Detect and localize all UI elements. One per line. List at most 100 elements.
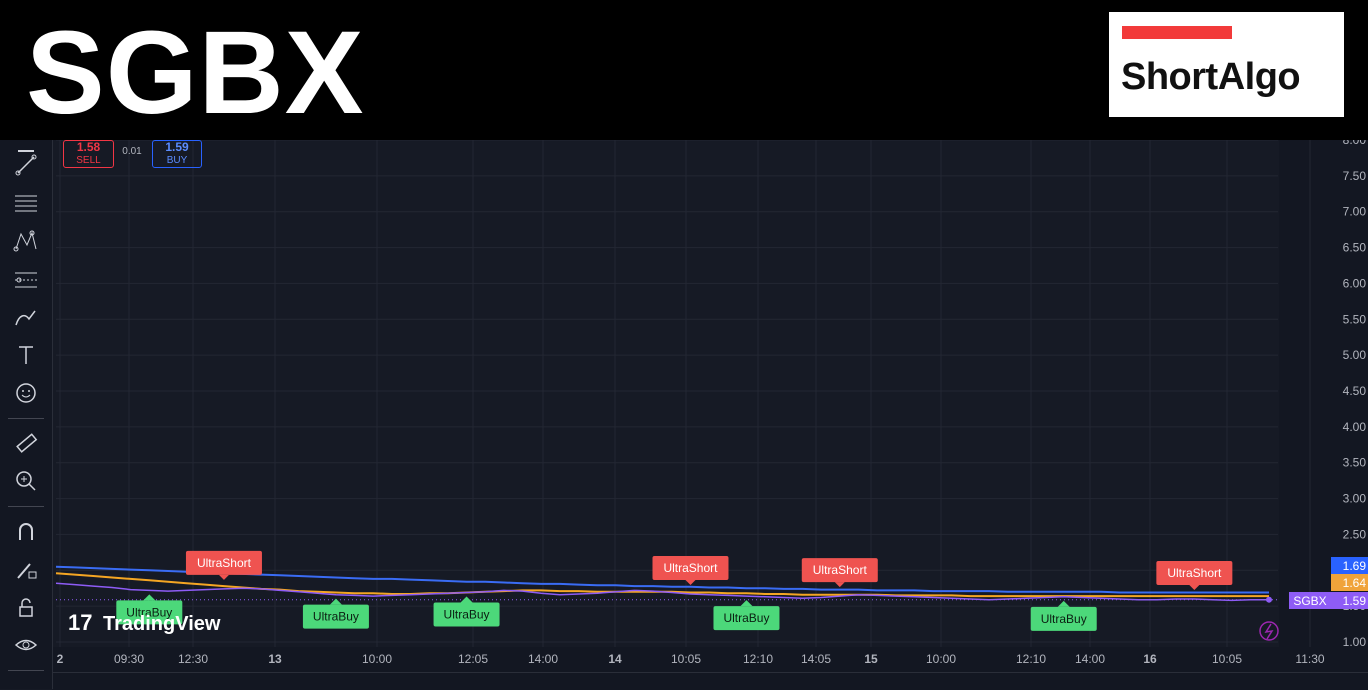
x-tick-label: 14:00 <box>1075 652 1105 666</box>
ultrabuy-marker <box>329 598 342 605</box>
symbol-tag-box <box>1289 592 1331 609</box>
buy-button[interactable]: 1.59 BUY <box>152 140 202 168</box>
price-chart[interactable]: 1.001.502.002.503.003.504.004.505.005.50… <box>53 140 1368 689</box>
x-tick-label: 2 <box>57 652 64 666</box>
zoom-in-icon[interactable] <box>8 466 44 496</box>
title-banner: SGBX ShortAlgo <box>0 0 1368 140</box>
ruler-icon[interactable] <box>8 428 44 458</box>
x-tick-label: 10:00 <box>362 652 392 666</box>
fib-icon[interactable] <box>8 188 44 218</box>
ultrashort-marker <box>685 579 696 585</box>
x-tick-label: 14 <box>608 652 622 666</box>
crosshair-icon[interactable] <box>8 136 44 166</box>
ultrashort-label: UltraShort <box>197 556 252 570</box>
plot-background <box>53 140 1368 689</box>
price-label-value: 1.59 <box>1343 594 1367 608</box>
ultrabuy-label-box <box>116 600 183 625</box>
ultrashort-label: UltraShort <box>663 561 718 575</box>
ultrabuy-label-box <box>1030 606 1097 631</box>
y-tick-label: 7.00 <box>1343 205 1367 219</box>
buy-price: 1.59 <box>165 140 189 154</box>
x-tick-label: 14:00 <box>528 652 558 666</box>
y-tick-label: 2.50 <box>1343 527 1367 541</box>
x-tick-label: 12:30 <box>178 652 208 666</box>
x-tick-label: 09:30 <box>114 652 144 666</box>
x-tick-label: 15 <box>864 652 878 666</box>
lock-icon[interactable] <box>8 593 44 623</box>
symbol-tag: SGBX <box>1293 594 1326 608</box>
ultrashort-marker <box>1189 584 1200 590</box>
eye-icon[interactable] <box>8 630 44 660</box>
tradingview-watermark: TradingView <box>103 613 221 635</box>
ultrabuy-label: UltraBuy <box>723 611 769 625</box>
y-tick-label: 5.50 <box>1343 312 1367 326</box>
y-tick-label: 8.00 <box>1343 140 1367 147</box>
y-tick-label: 6.50 <box>1343 241 1367 255</box>
x-tick-label: 11:30 <box>1295 652 1324 666</box>
y-tick-label: 3.50 <box>1343 456 1367 470</box>
sell-price: 1.58 <box>76 140 101 154</box>
emoji-icon[interactable] <box>8 378 44 408</box>
ultrashort-label: UltraShort <box>813 563 868 577</box>
text-icon[interactable] <box>8 340 44 370</box>
y-tick-label: 3.00 <box>1343 492 1367 506</box>
ultrabuy-marker <box>740 600 753 607</box>
x-tick-label: 12:10 <box>743 652 773 666</box>
x-tick-label: 16 <box>1143 652 1157 666</box>
price-label-box <box>1331 574 1368 591</box>
x-tick-label: 10:05 <box>671 652 701 666</box>
lightning-icon <box>1259 621 1279 641</box>
ultrabuy-label-box <box>302 604 369 629</box>
ultrabuy-marker <box>143 594 156 601</box>
price-label-box <box>1331 557 1368 574</box>
ultrabuy-label: UltraBuy <box>1041 612 1087 626</box>
ultrabuy-label: UltraBuy <box>444 608 490 622</box>
logo-text: ShortAlgo <box>1121 56 1301 98</box>
forecast-icon[interactable] <box>8 264 44 294</box>
y-tick-label: 4.50 <box>1343 384 1367 398</box>
price-label-box <box>1331 592 1368 609</box>
x-tick-label: 10:05 <box>1212 652 1242 666</box>
spread-value: 0.01 <box>122 146 142 157</box>
ultrabuy-label: UltraBuy <box>313 610 359 624</box>
ultrashort-label: UltraShort <box>1167 566 1222 580</box>
last-price-dot <box>1266 596 1272 603</box>
drawing-toolbar <box>0 140 53 689</box>
buy-label: BUY <box>166 155 188 166</box>
y-tick-label: 1.00 <box>1343 635 1367 649</box>
price-label-value: 1.64 <box>1343 576 1367 590</box>
x-tick-label: 14:05 <box>801 652 831 666</box>
price-line <box>55 582 1269 602</box>
ticker-title: SGBX <box>26 7 365 139</box>
ultrabuy-marker <box>460 596 473 603</box>
lock-drawing-icon[interactable] <box>8 555 44 585</box>
bottom-toolbar <box>53 672 1368 690</box>
tradingview-logo-icon: 17 <box>68 610 92 635</box>
shortalgo-logo: ShortAlgo <box>1109 12 1344 117</box>
trend-line-icon[interactable] <box>8 150 44 180</box>
y-tick-label: 4.00 <box>1343 420 1367 434</box>
lightning-bolt <box>1264 623 1274 640</box>
logo-bar <box>1122 26 1232 39</box>
ultrabuy-marker <box>1057 600 1070 607</box>
ultrabuy-label: UltraBuy <box>126 605 172 619</box>
magnet-icon[interactable] <box>8 517 44 547</box>
brush-icon[interactable] <box>8 302 44 332</box>
ultrashort-marker <box>218 574 229 580</box>
ultrashort-label-box <box>801 558 878 583</box>
sell-button[interactable]: 1.58 SELL <box>63 140 114 168</box>
x-tick-label: 12:05 <box>458 652 488 666</box>
x-tick-label: 10:00 <box>926 652 956 666</box>
pattern-icon[interactable] <box>8 226 44 256</box>
ultrashort-label-box <box>652 555 729 580</box>
y-tick-label: 6.00 <box>1343 276 1367 290</box>
ultrabuy-label-box <box>433 602 500 627</box>
ultrabuy-label-box <box>713 606 780 631</box>
ultrashort-label-box <box>1156 560 1233 585</box>
price-label-value: 1.69 <box>1343 559 1367 573</box>
x-tick-label: 13 <box>268 652 282 666</box>
y-tick-label: 7.50 <box>1343 169 1367 183</box>
y-tick-label: 5.00 <box>1343 348 1367 362</box>
ultrashort-label-box <box>185 550 262 575</box>
ultrashort-marker <box>834 582 845 588</box>
